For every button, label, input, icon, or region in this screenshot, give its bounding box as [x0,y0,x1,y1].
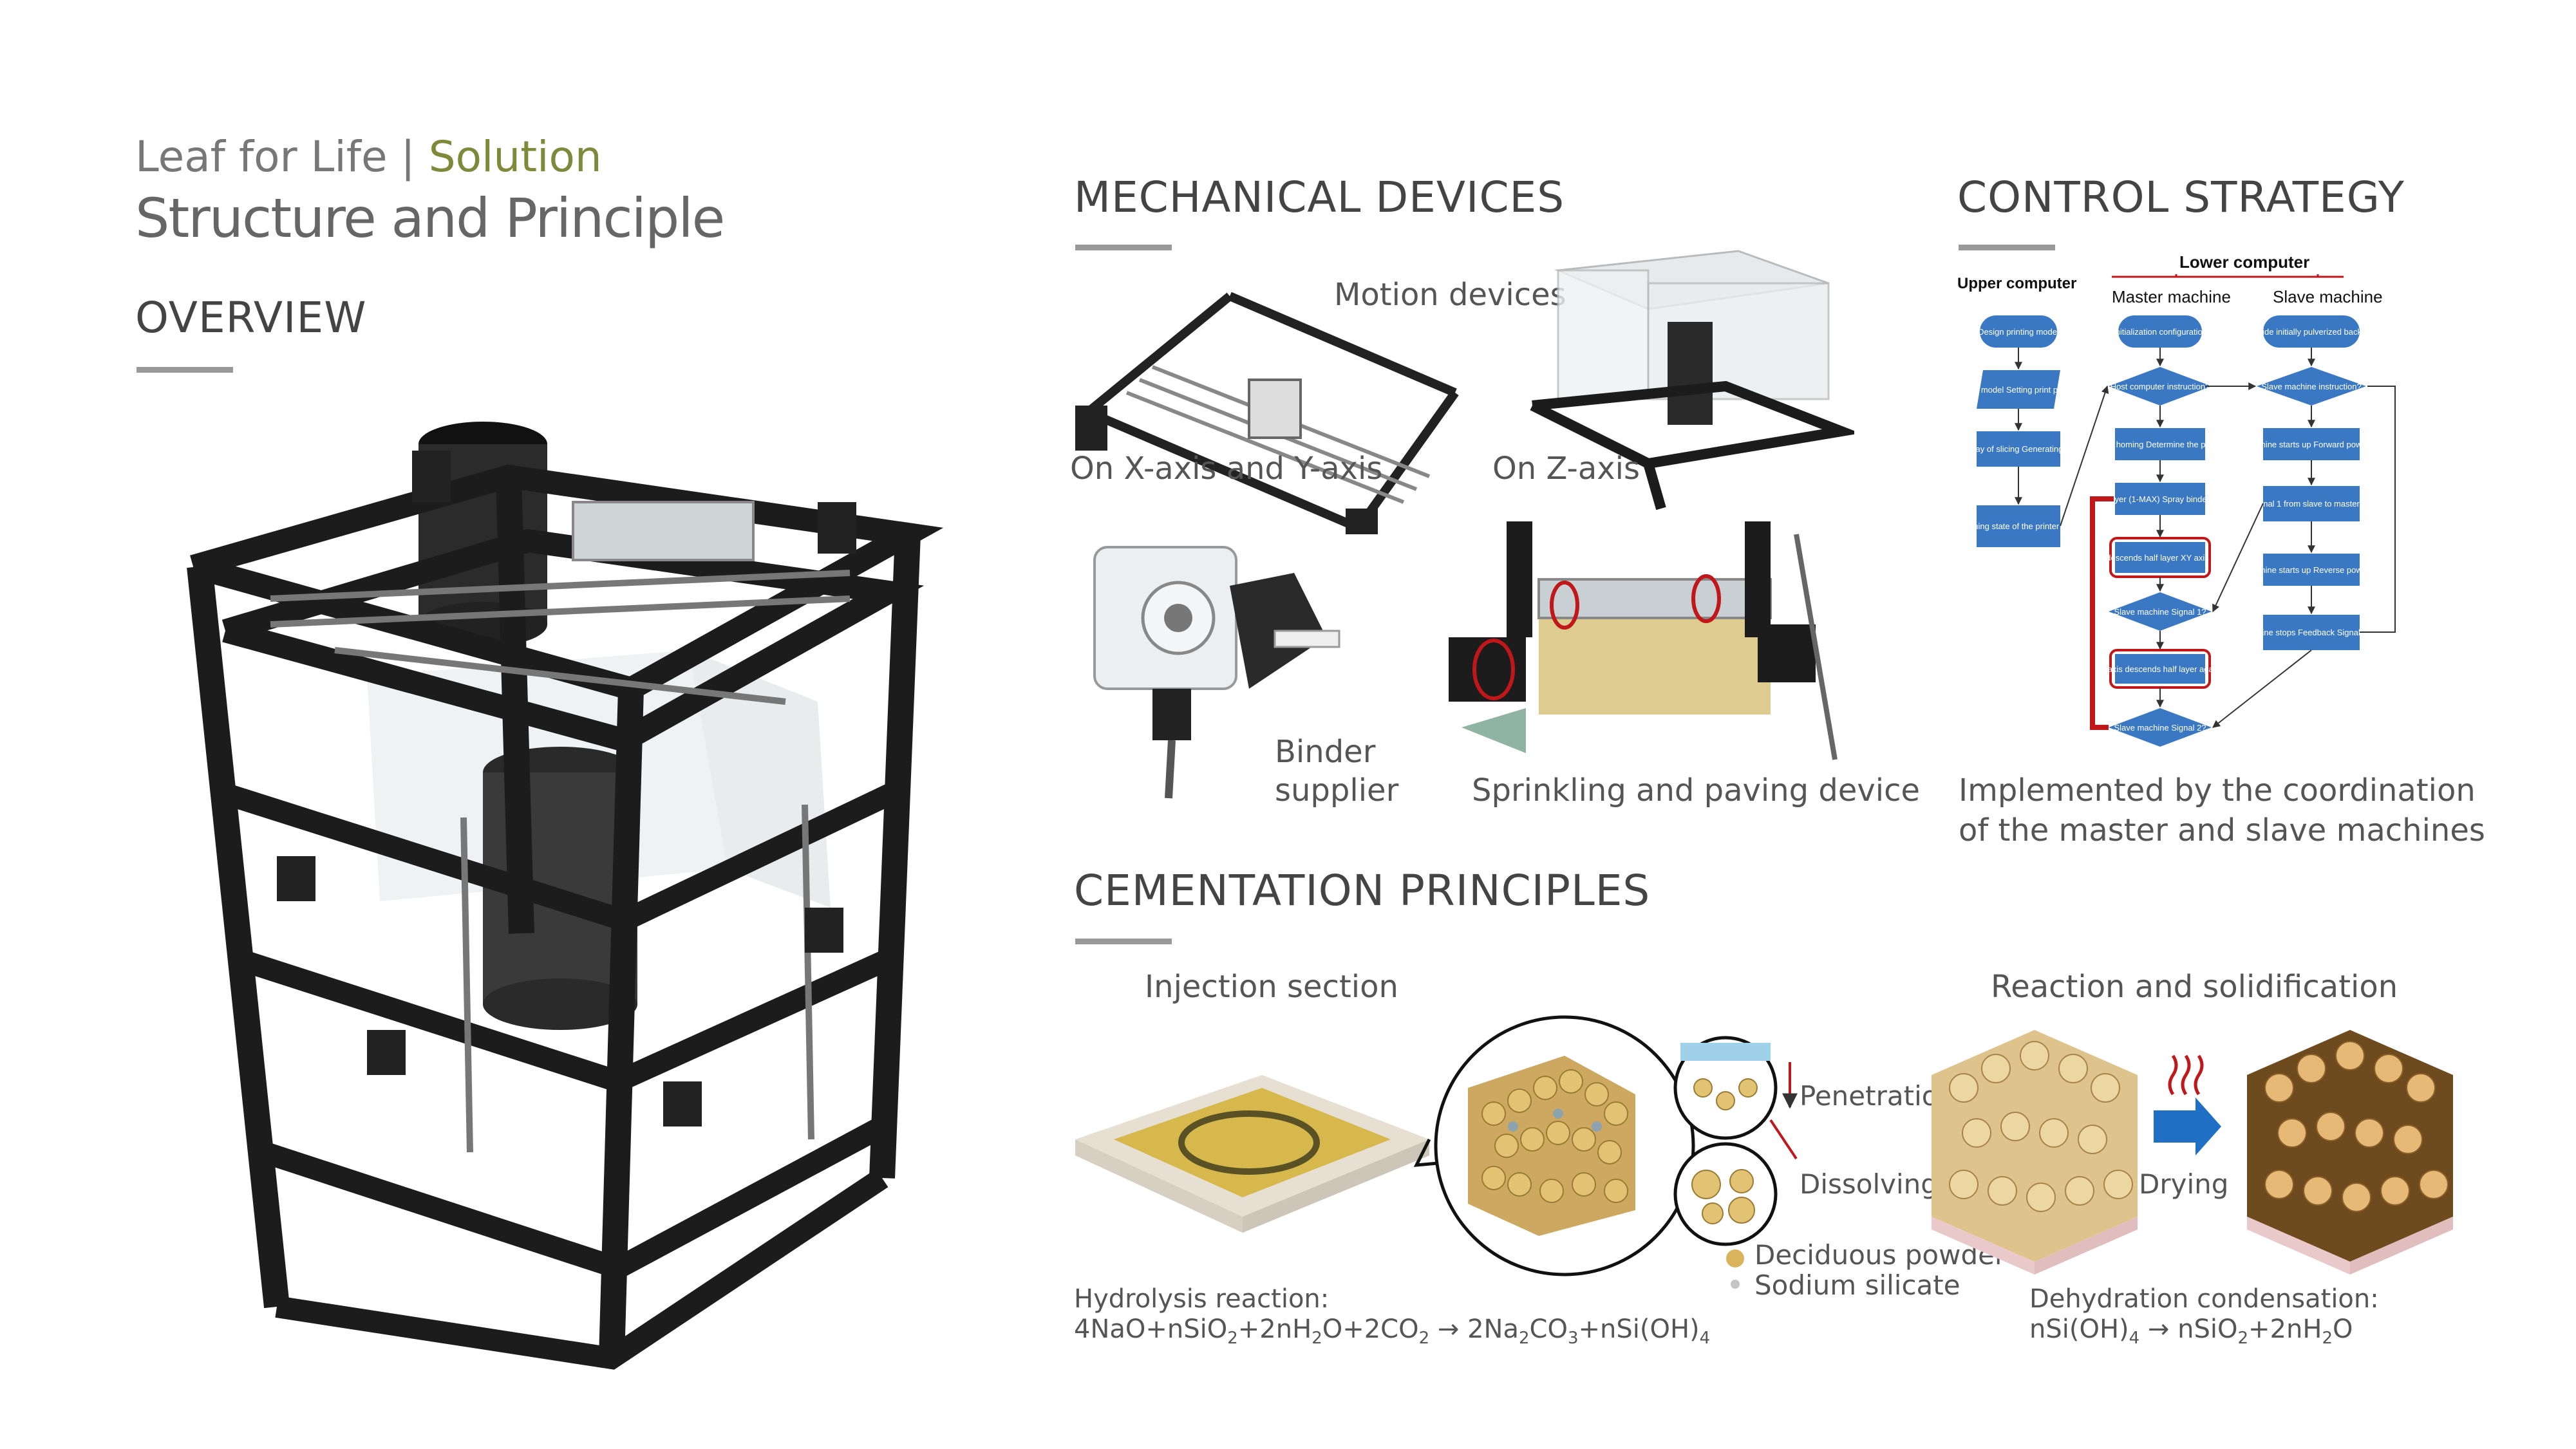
flow-master-machine: Master machine [2112,287,2231,306]
flow-text-m3: XYZ axis homing Determine the print orig… [2080,440,2240,449]
printer-overview-illustration [187,422,944,1370]
flow-node-s1 [2263,315,2360,348]
flow-text-u3: Select way of slicing Generating G-code [1957,444,2093,454]
flow-text-u1: Design printing model [1978,327,2059,337]
control-rule [1959,245,2055,250]
flow-slave-machine: Slave machine [2273,287,2383,306]
flow-node-m8 [2109,708,2212,747]
hydrolysis-title: Hydrolysis reaction: [1074,1284,1330,1314]
control-caption-line2: of the master and slave machines [1959,812,2485,848]
flow-text-m7: Z axis descends half layer again [2100,664,2220,674]
legend-silicate-dot [1731,1280,1740,1289]
legend-silicate-label: Sodium silicate [1754,1269,1960,1301]
injection-illustration [1075,1015,1798,1289]
binder-supplier-illustration [1093,546,1340,799]
frame-verticals [187,476,921,1359]
brand-separator: | [400,132,415,182]
control-flowchart: Lower computer Upper computer Master mac… [1957,252,2411,747]
drying-arrow [2154,1098,2221,1155]
flow-node-s4 [2263,486,2360,521]
flow-node-s6 [2263,615,2360,650]
mechanical-heading: MECHANICAL DEVICES [1074,173,1565,222]
reaction-illustration [1932,1030,2453,1275]
flow-node-s5 [2263,554,2360,586]
flow-node-m3 [2115,428,2205,460]
sprinkling-device-illustration [1449,521,1838,760]
flow-text-u4: Monitor the running state of the printer… [1957,521,2120,531]
legend-powder-dot [1726,1249,1744,1267]
rails [270,570,851,1153]
flow-text-s1: Powder slide initially pulverized back a… [2226,327,2397,337]
flow-node-s3 [2263,428,2360,460]
motion-devices-label: Motion devices [1334,277,1566,313]
flow-node-u2 [1977,370,2060,409]
flow-text-m1: Initialization configuration [2113,327,2207,337]
flow-node-m6 [2109,592,2212,631]
flow-lower-computer: Lower computer [2179,252,2309,272]
stepper-motors [277,451,856,1126]
page-title: Structure and Principle [135,187,725,250]
dehydration-title: Dehydration condensation: [2029,1284,2379,1314]
xy-axis-illustration [1075,292,1459,534]
flow-node-u4 [1977,505,2060,547]
flow-node-u3 [1977,431,2060,467]
flow-node-m2 [2109,367,2212,406]
flow-text-m6: Slave machine Signal 1? [2114,607,2206,617]
binder-label-line1: Binder [1275,734,1376,770]
binder-label-line2: supplier [1275,772,1399,809]
dehydration-equation: nSi(OH)4 → nSiO2+2nH2O [2029,1314,2353,1348]
binder-area [1114,1088,1391,1197]
control-caption-line1: Implemented by the coordination [1959,772,2476,809]
section-name: Solution [428,132,602,182]
flow-node-m7 [2115,654,2205,684]
cementation-heading: CEMENTATION PRINCIPLES [1074,866,1651,915]
flow-node-m4 [2115,483,2205,515]
print-ring [1178,1110,1320,1175]
z-axis-illustration [1530,250,1854,510]
flow-text-s2: Slave machine instruction? [2261,382,2361,391]
flow-text-s5: Slave machine starts up Reverse powder p… [2222,565,2402,575]
xy-axis-label: On X-axis and Y-axis [1070,451,1383,487]
page-brand-line: Leaf for Life | Solution [135,132,602,182]
flow-text-m5: Z axis descends half layer XY axis homin… [2082,553,2239,563]
drying-label: Drying [2139,1168,2229,1200]
mechanical-rule [1075,245,1172,250]
flow-node-m5 [2115,542,2205,573]
z-axis-label: On Z-axis [1492,451,1640,487]
injection-label: Injection section [1145,969,1398,1005]
overview-rule [136,367,233,373]
roller [572,501,755,561]
control-heading: CONTROL STRATEGY [1957,173,2405,222]
brand-name: Leaf for Life [135,132,388,182]
legend-powder-label: Deciduous powder [1754,1239,2006,1271]
flow-text-m8: Slave machine Signal 2? [2114,723,2206,733]
flow-text-s6: Slave machine stops Feedback Signal 2 to… [2218,628,2405,637]
overview-heading: OVERVIEW [135,293,367,342]
heat-icon [2168,1054,2204,1096]
flow-node-m1 [2118,315,2202,348]
flow-text-s4: Feedback Signal 1 from slave to master D… [2212,499,2411,509]
penetration-circle [1673,1036,1778,1140]
dissolving-circle [1673,1142,1778,1246]
reaction-label: Reaction and solidification [1991,969,2398,1005]
sprinkling-label: Sprinkling and paving device [1472,772,1921,809]
flow-node-u1 [1980,315,2057,348]
flow-text-m2: Host computer instruction? [2111,382,2210,391]
hydrolysis-equation: 4NaO+nSiO2+2nH2O+2CO2 → 2Na2CO3+nSi(OH)4 [1074,1314,1711,1348]
flow-text-s3: Slave machine starts up Forward powder p… [2222,440,2401,449]
penetration-label: Penetration [1800,1080,1956,1112]
dissolving-label: Dissolving [1800,1168,1938,1200]
flow-node-s2 [2257,367,2366,406]
flow-upper-computer: Upper computer [1957,275,2076,292]
cementation-rule [1075,939,1172,944]
flow-loop-highlight [2090,496,2114,730]
flow-text-u2: Import model Setting print position [1957,385,2082,395]
